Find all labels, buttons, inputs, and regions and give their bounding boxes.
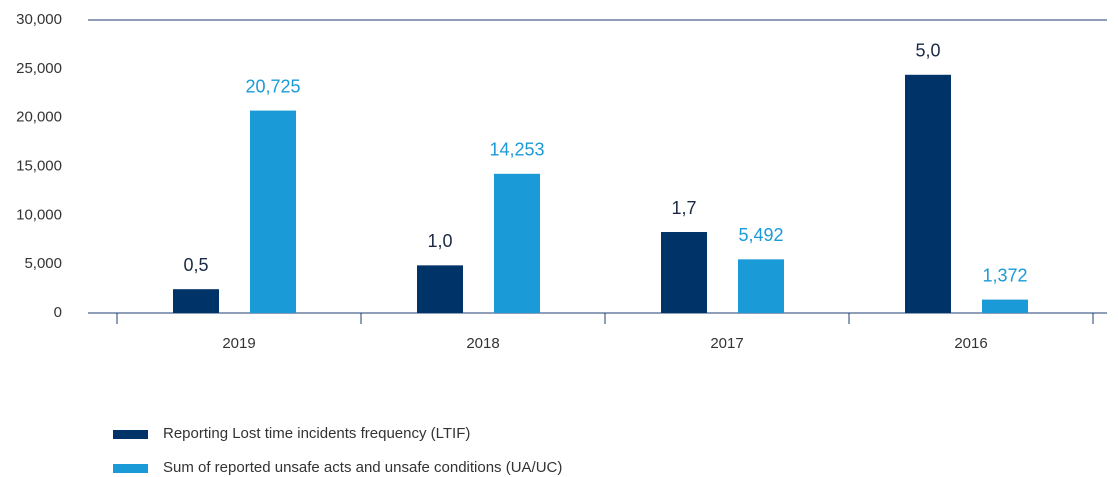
bar	[250, 110, 296, 313]
legend-label: Sum of reported unsafe acts and unsafe c…	[163, 459, 562, 476]
legend-swatch	[113, 430, 148, 439]
bar	[661, 232, 707, 313]
x-tick-label: 2016	[954, 335, 987, 352]
legend-swatch	[113, 464, 148, 473]
value-label: 5,0	[915, 41, 940, 61]
x-tick-label: 2018	[466, 335, 499, 352]
value-label: 0,5	[183, 255, 208, 275]
y-tick-label: 25,000	[16, 60, 62, 77]
x-tick-label: 2017	[710, 335, 743, 352]
bar	[982, 299, 1028, 313]
bar	[173, 289, 219, 313]
bar	[494, 173, 540, 313]
y-tick-label: 30,000	[16, 11, 62, 28]
value-label: 20,725	[245, 76, 300, 96]
bar	[905, 74, 951, 313]
value-label: 1,7	[671, 198, 696, 218]
y-tick-label: 10,000	[16, 206, 62, 223]
y-tick-label: 20,000	[16, 109, 62, 126]
legend-label: Reporting Lost time incidents frequency …	[163, 425, 470, 442]
x-tick-label: 2019	[222, 335, 255, 352]
value-label: 14,253	[489, 140, 544, 160]
bar	[417, 265, 463, 313]
y-tick-label: 5,000	[24, 255, 62, 272]
value-label: 1,372	[982, 265, 1027, 285]
bar	[738, 259, 784, 313]
y-tick-label: 0	[54, 304, 62, 321]
value-label: 1,0	[427, 231, 452, 251]
value-label: 5,492	[738, 225, 783, 245]
y-tick-label: 15,000	[16, 157, 62, 174]
